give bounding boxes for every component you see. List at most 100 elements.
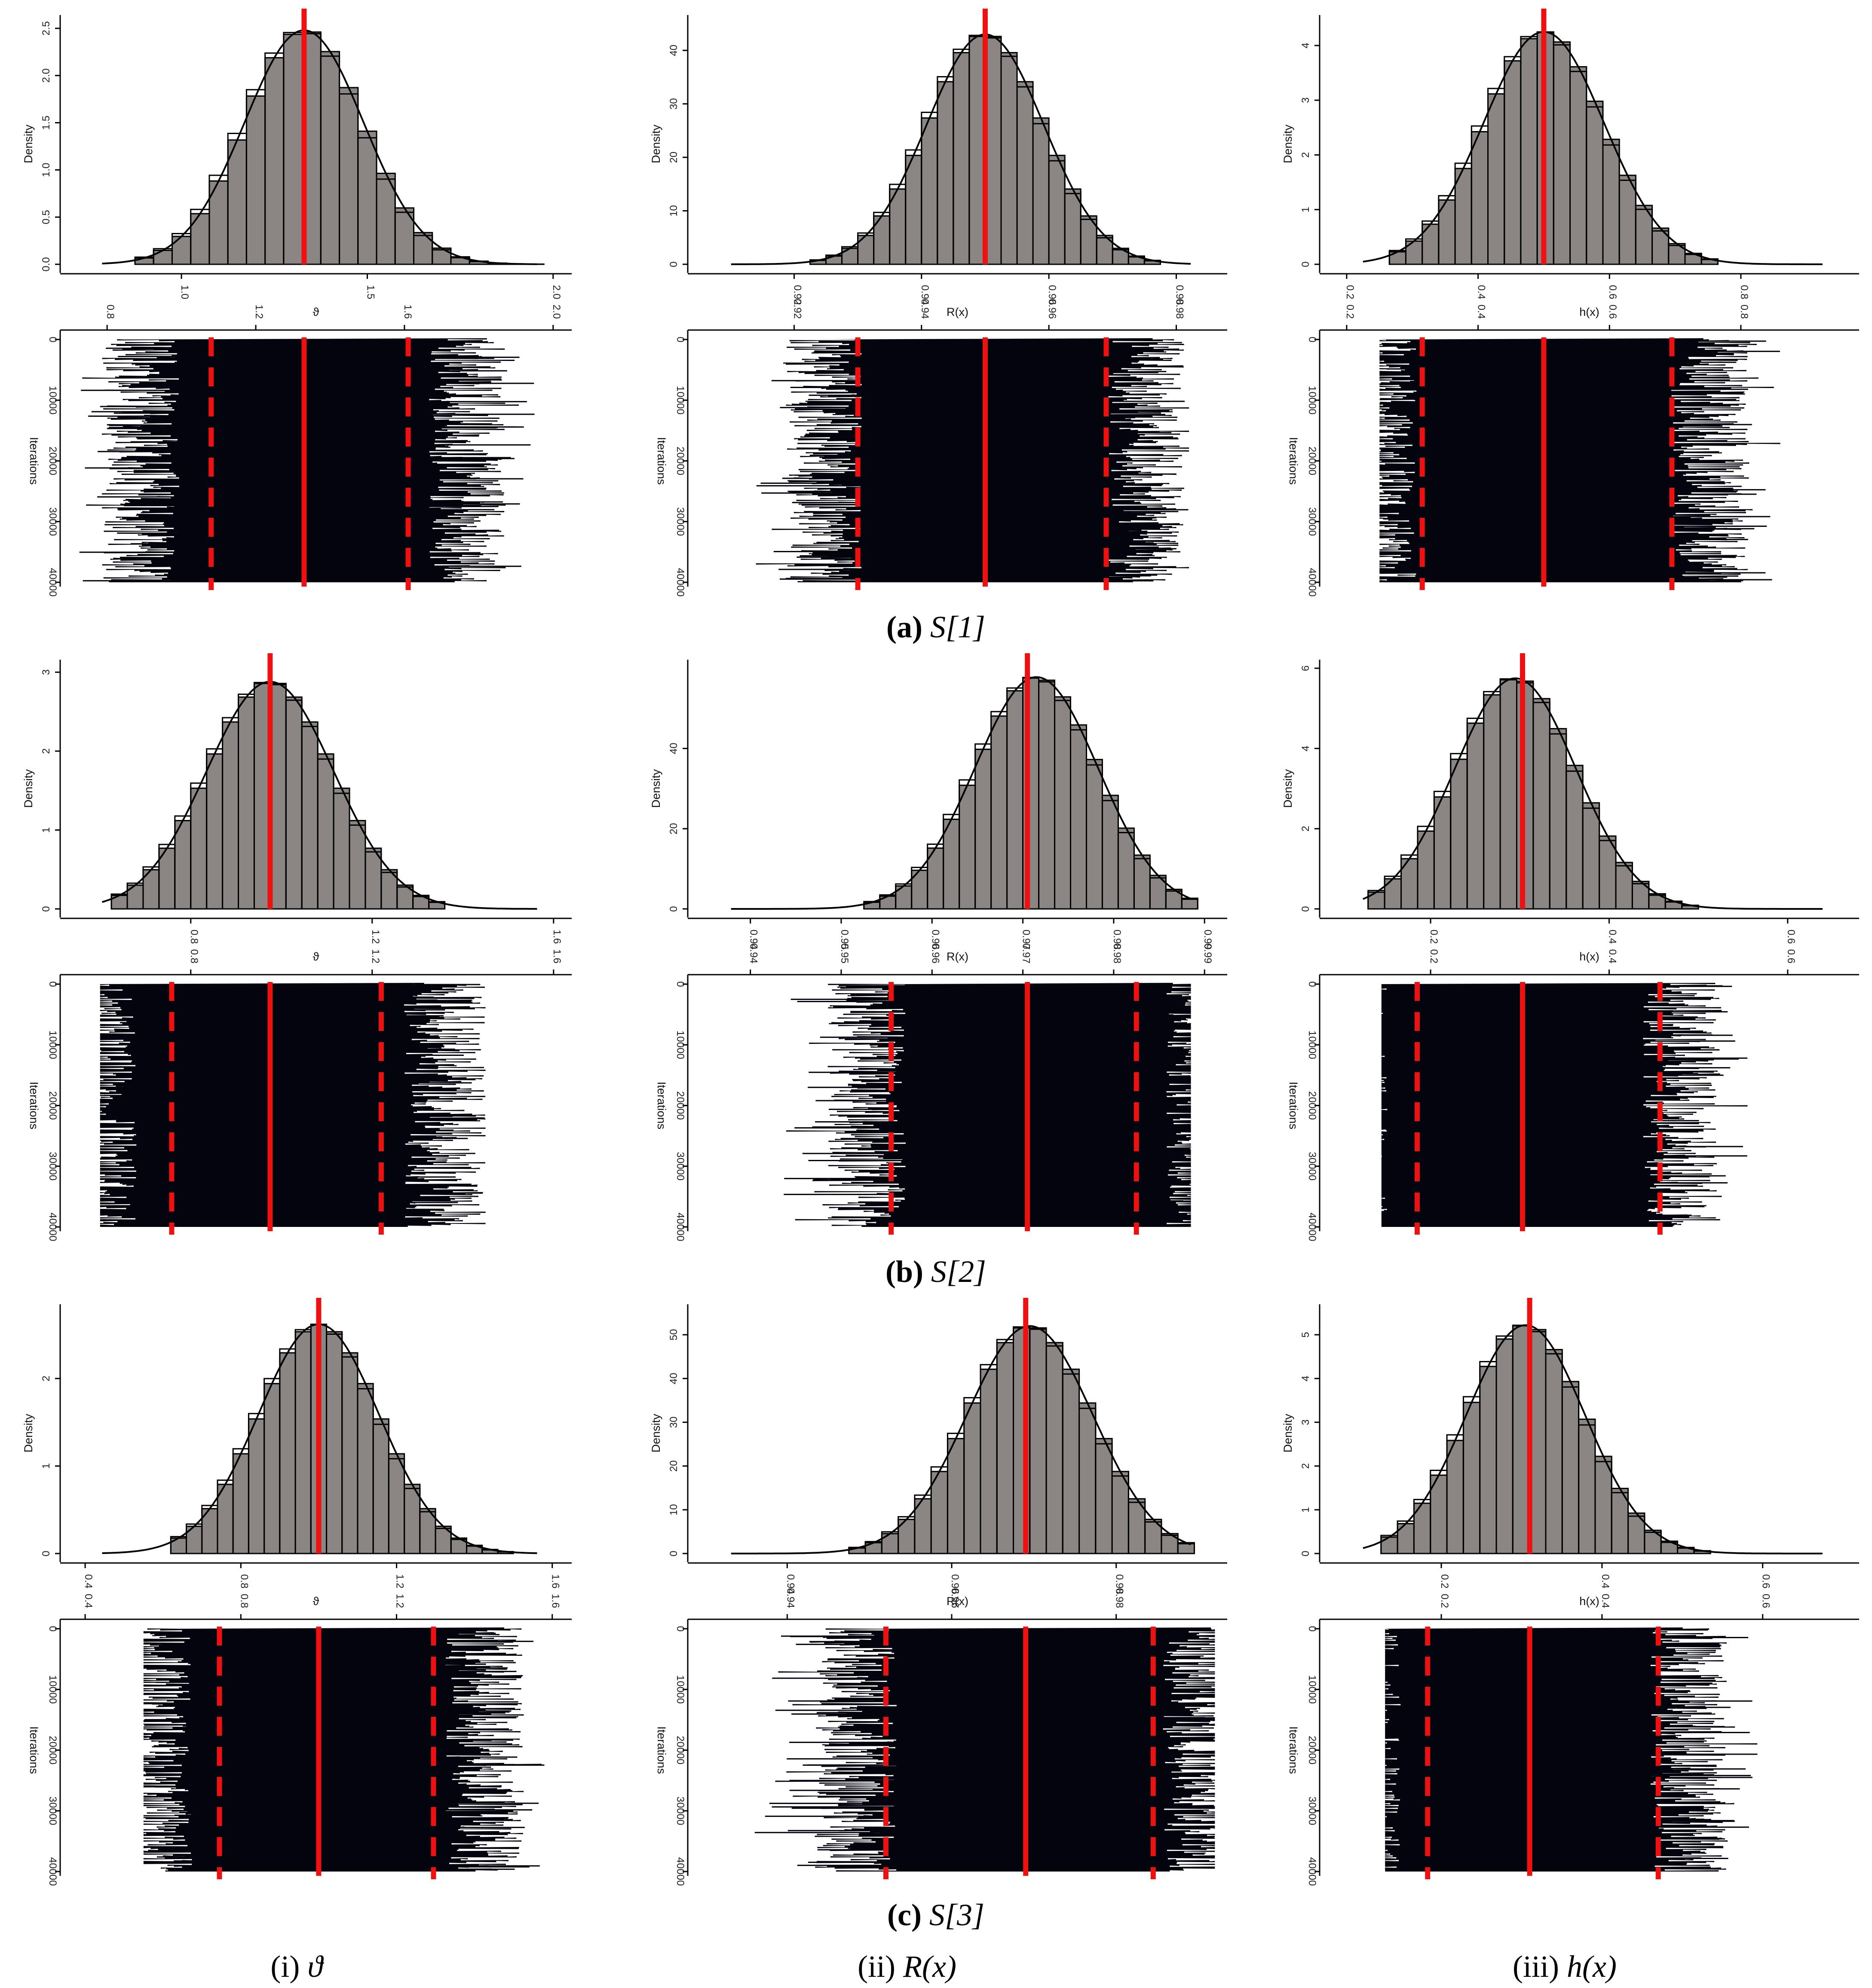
histogram-bar — [1433, 796, 1452, 910]
trace-path — [1385, 1627, 1758, 1872]
histogram-bar — [245, 95, 266, 265]
x-axis-label: ϑ — [313, 306, 319, 318]
x-axis-label: ϑ — [313, 1595, 319, 1608]
histogram-bar — [1038, 679, 1056, 910]
x-tick-label: 1.6 — [551, 949, 563, 963]
caption-letter: (b) — [885, 1254, 931, 1289]
histogram-bar — [1029, 1327, 1047, 1554]
column-caption-prefix: (iii) — [1513, 1949, 1567, 1984]
y-tick-label: 20 — [668, 152, 680, 163]
histogram-panel-b-theta-histogram: 0 1 2 3 0.8 1.2 1.6 Density ϑ — [22, 653, 572, 963]
x-axis-label: h(x) — [1579, 1595, 1599, 1608]
histogram-panel-a-theta-histogram: 0.0 0.5 1.0 1.5 2.0 2.5 1.0 1.5 2.0 Density ϑ — [22, 9, 572, 318]
histogram-bar — [1471, 131, 1489, 265]
y-tick-label: 5 — [1300, 1332, 1311, 1337]
histogram-bar — [174, 820, 192, 910]
histogram-bar — [1483, 694, 1501, 910]
y-tick-label: 0.5 — [40, 210, 52, 224]
y-axis-label: Iterations — [655, 1726, 668, 1774]
trace-path — [786, 983, 1191, 1227]
histogram-bar — [1479, 1366, 1497, 1554]
y-axis-label: Density — [22, 124, 35, 163]
y-tick-label: 30000 — [47, 507, 58, 536]
histogram-bar — [959, 784, 976, 910]
x-tick-label: 0.98 — [1114, 1574, 1125, 1594]
histogram-bar — [980, 1368, 998, 1554]
y-tick-label: 20 — [668, 1460, 680, 1472]
x-tick-label: 0.96 — [929, 930, 941, 950]
density-curve — [101, 681, 537, 910]
x-tick-label: 0.99 — [1202, 930, 1213, 950]
x-tick-label: 0.94 — [784, 1588, 796, 1608]
histogram-bar — [232, 1453, 249, 1554]
caption-sample: S[1] — [930, 610, 985, 644]
x-tick-label: 2.0 — [551, 305, 562, 319]
y-tick-label: 0 — [1306, 1626, 1318, 1631]
x-tick-label: 1.2 — [370, 949, 381, 963]
x-tick-label: 0.8 — [238, 1574, 250, 1588]
y-tick-label: 40000 — [1306, 1857, 1318, 1886]
histogram-bar — [1085, 758, 1103, 910]
y-tick-label: 0.0 — [40, 257, 52, 271]
density-curve — [1363, 1324, 1823, 1554]
x-tick-label: 0.98 — [1173, 285, 1185, 305]
histogram-bar — [930, 1471, 948, 1554]
histogram-bar — [1618, 174, 1636, 265]
y-tick-label: 20000 — [674, 1091, 686, 1120]
histogram-bar — [1000, 52, 1018, 265]
histogram-bar — [974, 749, 992, 910]
y-tick-label: 40 — [668, 743, 680, 754]
x-tick-label: 0.98 — [1111, 930, 1123, 950]
y-tick-label: 3 — [1300, 1419, 1311, 1425]
x-tick-label: 0.6 — [1760, 1574, 1772, 1588]
x-tick-label: 0.94 — [748, 943, 760, 963]
y-tick-label: 0 — [668, 906, 680, 911]
histogram-bar — [1016, 81, 1034, 265]
histogram-bar — [1594, 1456, 1612, 1554]
histogram-bar — [1549, 728, 1567, 910]
x-tick-label: 1.2 — [394, 1574, 406, 1588]
y-tick-label: 0 — [674, 336, 686, 342]
y-tick-label: 0 — [40, 906, 52, 911]
y-tick-label: 0 — [674, 981, 686, 987]
histogram-bar — [963, 1402, 981, 1554]
y-tick-label: 30000 — [1306, 1152, 1318, 1181]
histogram-bar — [1006, 690, 1024, 910]
x-tick-label: 0.2 — [1428, 930, 1440, 944]
y-tick-label: 1.5 — [40, 116, 52, 130]
y-tick-label: 2.5 — [40, 21, 52, 35]
histogram-bar — [238, 696, 255, 910]
y-tick-label: 2 — [1300, 826, 1311, 832]
trace-panel-b-hazard-trace: 0.2 0.4 0.6 0 10000 20000 30000 40000 Iterations — [1287, 949, 1859, 1241]
x-tick-label: 0.4 — [1599, 1574, 1611, 1588]
y-tick-label: 4 — [1300, 746, 1311, 751]
histogram-bar — [1578, 1418, 1596, 1554]
caption-letter: (c) — [887, 1898, 929, 1932]
x-tick-label: 0.94 — [919, 285, 931, 305]
histogram-bar — [1561, 1381, 1580, 1554]
y-tick-label: 40000 — [47, 1213, 58, 1242]
trace-panel-a-hazard-trace: 0.2 0.4 0.6 0.8 0 10000 20000 30000 40000 Iterati… — [1287, 305, 1859, 596]
x-tick-label: 0.4 — [1606, 949, 1618, 963]
trace-path — [143, 1627, 542, 1872]
histogram-bar — [1095, 1438, 1113, 1554]
histogram-bar — [432, 247, 452, 265]
histogram-bar — [990, 715, 1008, 910]
x-tick-label: 0.6 — [1785, 930, 1797, 944]
histogram-bar — [914, 1498, 932, 1554]
x-axis-label: R(x) — [947, 950, 968, 963]
y-tick-label: 2 — [40, 748, 52, 754]
trace-path — [1381, 983, 1748, 1227]
histogram-bar — [339, 87, 359, 265]
x-tick-label: 0.2 — [1439, 1594, 1450, 1608]
y-tick-label: 4 — [1300, 1376, 1311, 1381]
histogram-bar — [279, 1352, 296, 1554]
y-axis-label: Density — [650, 1413, 662, 1453]
histogram-bar — [190, 213, 210, 265]
density-curve — [731, 1325, 1191, 1554]
histogram-bar — [1566, 765, 1584, 910]
histogram-bar — [905, 155, 922, 265]
histogram-panel-a-hazard-histogram: 0 1 2 3 4 0.2 0.4 0.6 0.8 Density h(x) — [1281, 9, 1859, 318]
x-tick-label: 0.96 — [949, 1574, 961, 1594]
x-tick-label: 0.95 — [839, 930, 850, 950]
